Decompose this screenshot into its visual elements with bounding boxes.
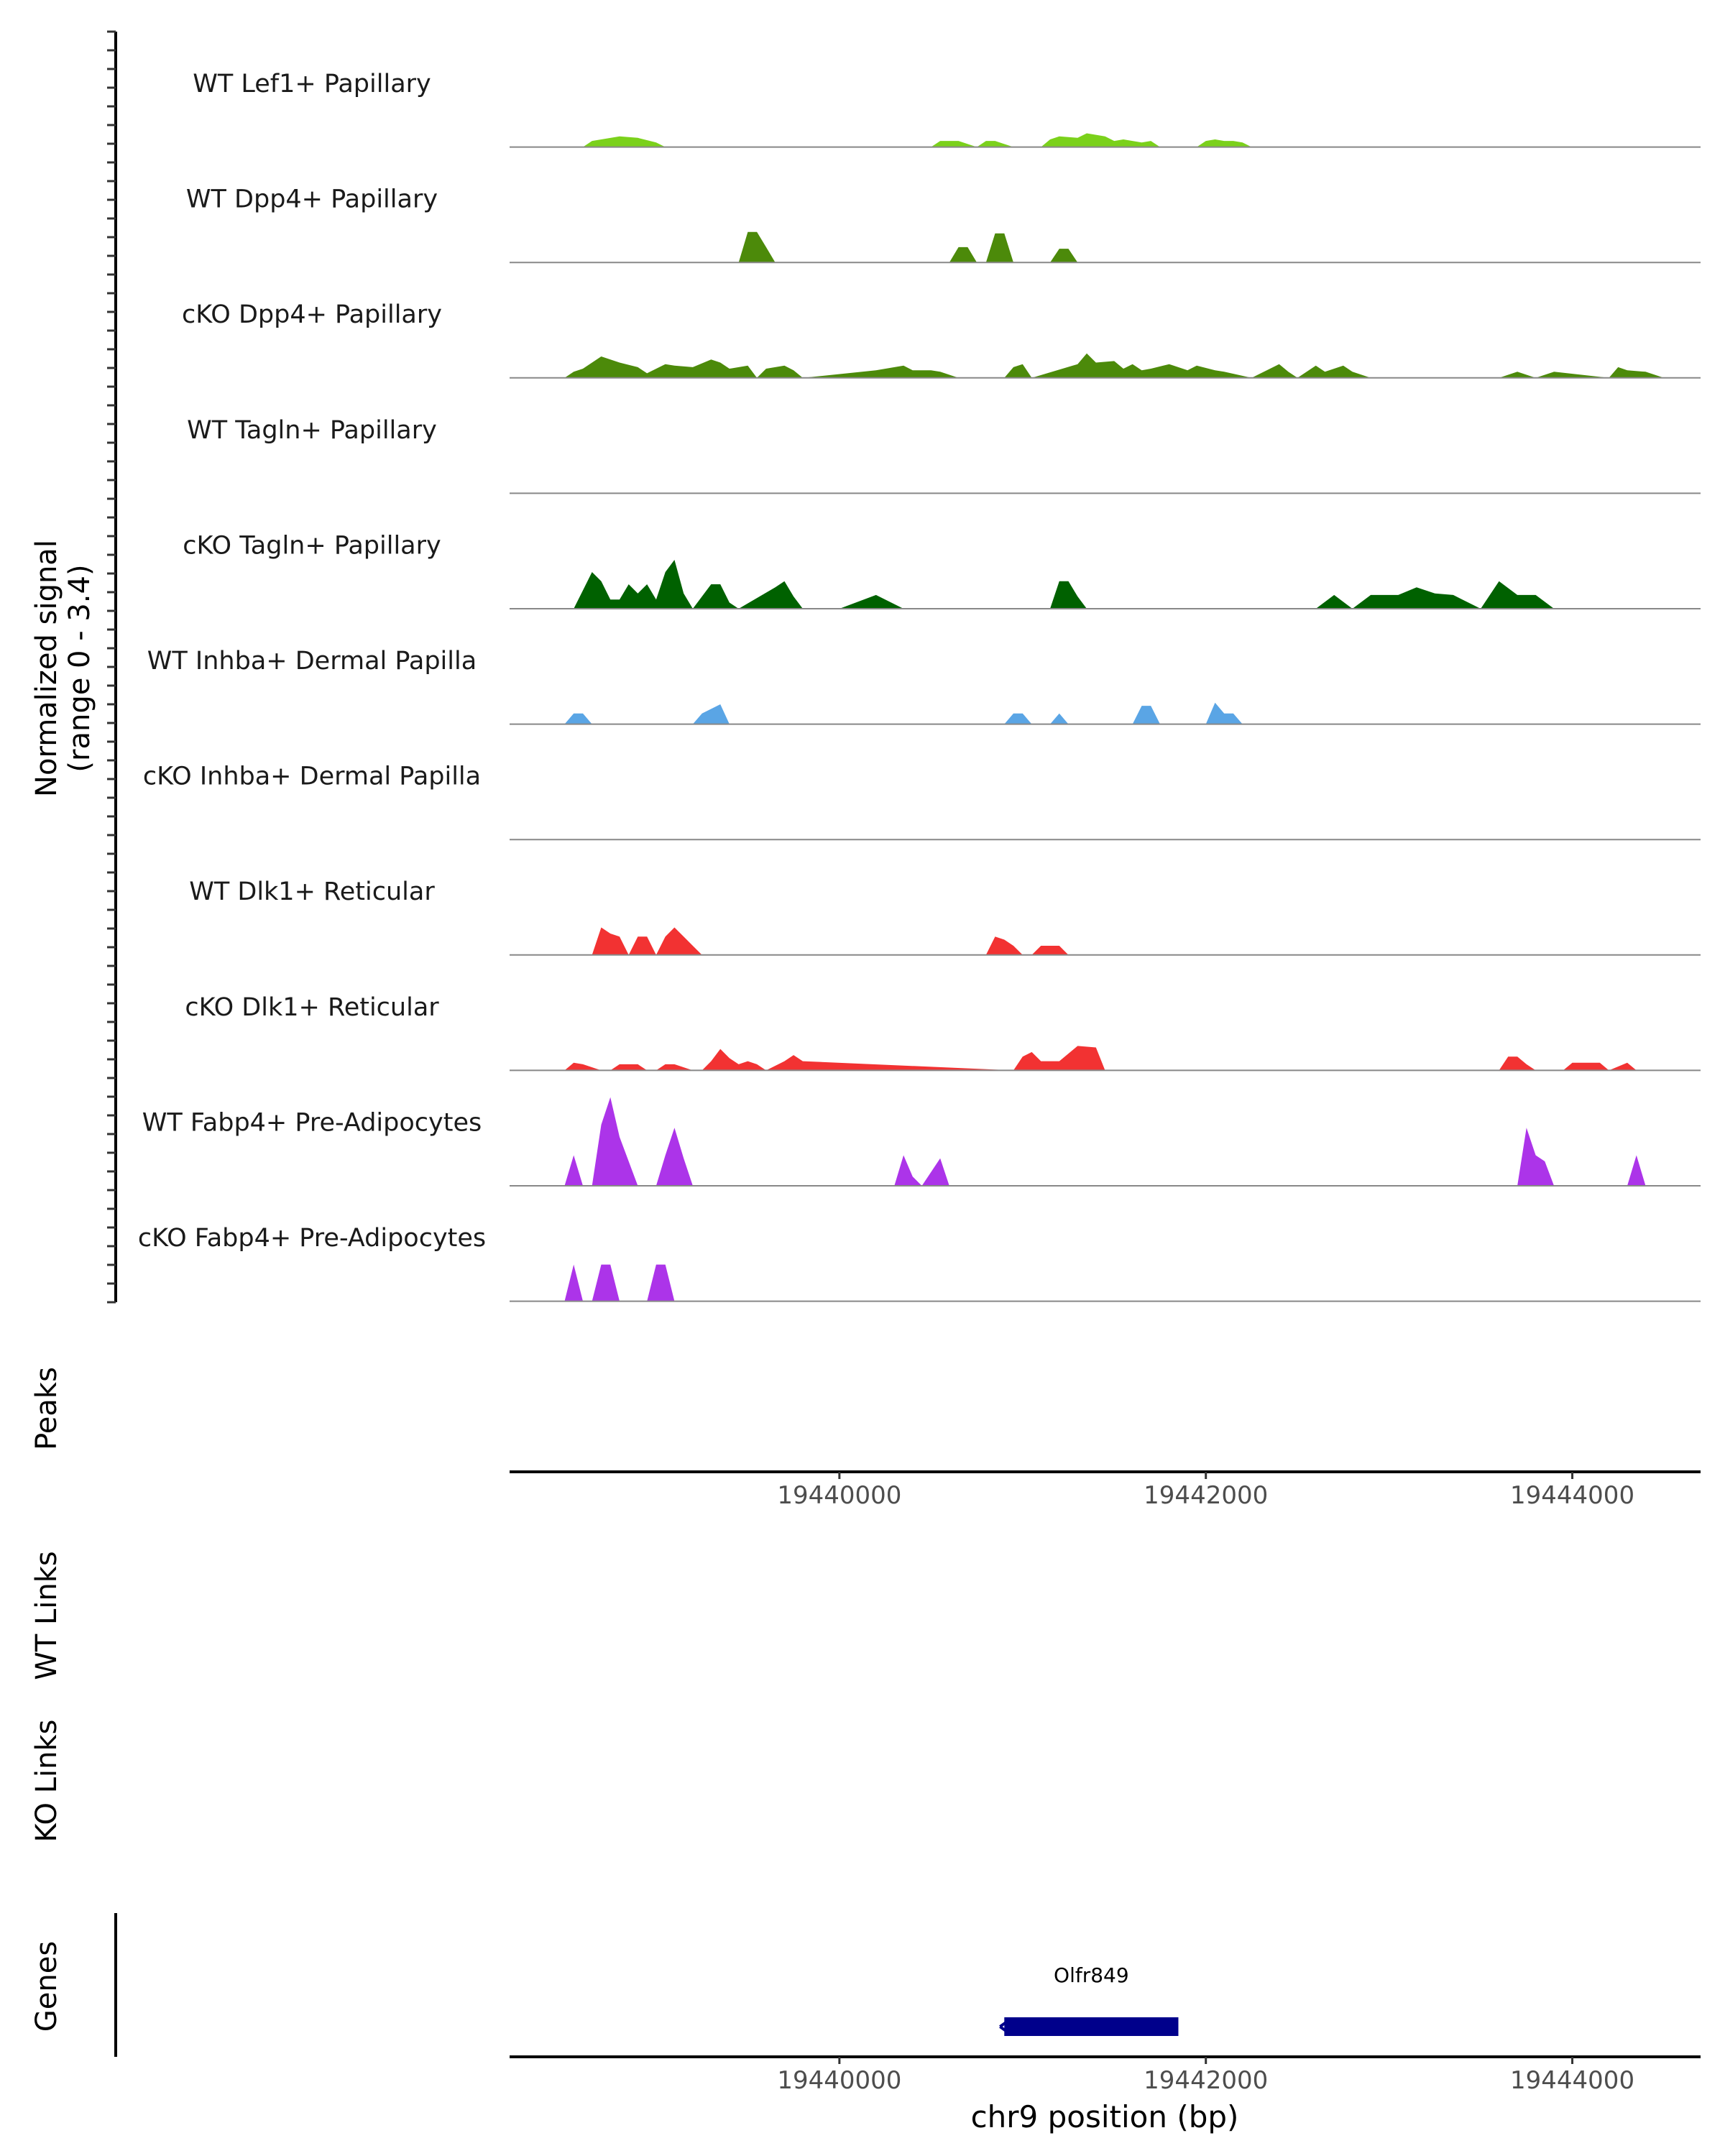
strand-arrow-icon: [999, 2018, 1011, 2035]
track-label: cKO Tagln+ Papillary: [183, 531, 441, 560]
x-tick-label: 19444000: [1510, 2066, 1634, 2095]
gene-label: Olfr849: [1054, 1963, 1129, 1987]
track-9: cKO Dlk1+ Reticular: [185, 993, 1701, 1072]
ko-links-panel-label: KO Links: [30, 1720, 63, 1843]
x-axis-title: chr9 position (bp): [971, 2099, 1239, 2134]
track-label: WT Fabp4+ Pre-Adipocytes: [142, 1108, 482, 1137]
track-label: WT Inhba+ Dermal Papilla: [147, 647, 477, 676]
track-label: WT Lef1+ Papillary: [193, 70, 431, 98]
track-area: [738, 231, 1078, 263]
track-7: cKO Inhba+ Dermal Papilla: [143, 763, 1701, 841]
track-label: cKO Dpp4+ Papillary: [182, 300, 442, 329]
track-11: cKO Fabp4+ Pre-Adipocytes: [138, 1224, 1701, 1302]
y-axis-title-line2: (range 0 - 3.4): [63, 564, 96, 772]
track-area: [564, 353, 1664, 378]
gene-annotations: Olfr849: [999, 1963, 1179, 2036]
track-area: [592, 927, 1069, 955]
track-2: WT Dpp4+ Papillary: [186, 185, 1701, 264]
x-tick-label: 19442000: [1144, 2066, 1268, 2095]
genes-x-ticks: 19440000 19442000 19444000: [777, 2057, 1634, 2095]
track-3: cKO Dpp4+ Papillary: [182, 300, 1701, 379]
track-area: [564, 1046, 1637, 1071]
track-label: cKO Inhba+ Dermal Papilla: [143, 763, 481, 791]
track-area: [574, 560, 1555, 609]
track-area: [583, 133, 1252, 147]
track-label: cKO Fabp4+ Pre-Adipocytes: [138, 1224, 486, 1253]
track-label: WT Dpp4+ Papillary: [186, 185, 438, 214]
x-tick-label: 19442000: [1144, 1481, 1268, 1510]
track-10: WT Fabp4+ Pre-Adipocytes: [142, 1097, 1701, 1187]
peaks-panel-label: Peaks: [30, 1367, 63, 1450]
track-8: WT Dlk1+ Reticular: [189, 877, 1701, 956]
gene-body: [1004, 2017, 1179, 2036]
gene-olfr849: Olfr849: [999, 1963, 1179, 2036]
track-area: [564, 702, 1243, 724]
track-6: WT Inhba+ Dermal Papilla: [147, 647, 1701, 725]
coverage-y-ticks: [107, 30, 116, 1304]
x-tick-label: 19440000: [777, 2066, 901, 2095]
y-axis-title-line1: Normalized signal: [30, 540, 63, 797]
track-label: WT Dlk1+ Reticular: [189, 877, 435, 906]
peaks-x-ticks: 19440000 19442000 19444000: [777, 1472, 1634, 1510]
track-label: WT Tagln+ Papillary: [187, 416, 437, 445]
track-area: [564, 1097, 1646, 1186]
x-tick-label: 19440000: [777, 1481, 901, 1510]
track-5: cKO Tagln+ Papillary: [183, 531, 1701, 609]
track-area: [564, 1264, 684, 1302]
coverage-tracks: WT Lef1+ Papillary WT Dpp4+ Papillary cKO …: [138, 70, 1701, 1302]
x-tick-label: 19444000: [1510, 1481, 1634, 1510]
track-1: WT Lef1+ Papillary: [193, 70, 1701, 148]
wt-links-panel-label: WT Links: [30, 1551, 63, 1680]
track-label: cKO Dlk1+ Reticular: [185, 993, 439, 1022]
genes-panel-label: Genes: [30, 1941, 63, 2032]
track-4: WT Tagln+ Papillary: [187, 416, 1701, 494]
